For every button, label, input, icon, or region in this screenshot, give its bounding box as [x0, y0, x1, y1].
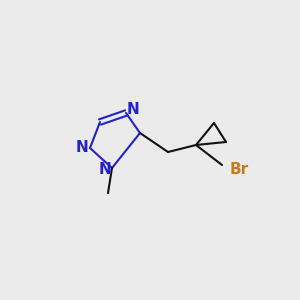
Text: N: N: [99, 161, 111, 176]
Text: N: N: [76, 140, 88, 155]
Text: Br: Br: [230, 163, 249, 178]
Text: N: N: [127, 101, 140, 116]
